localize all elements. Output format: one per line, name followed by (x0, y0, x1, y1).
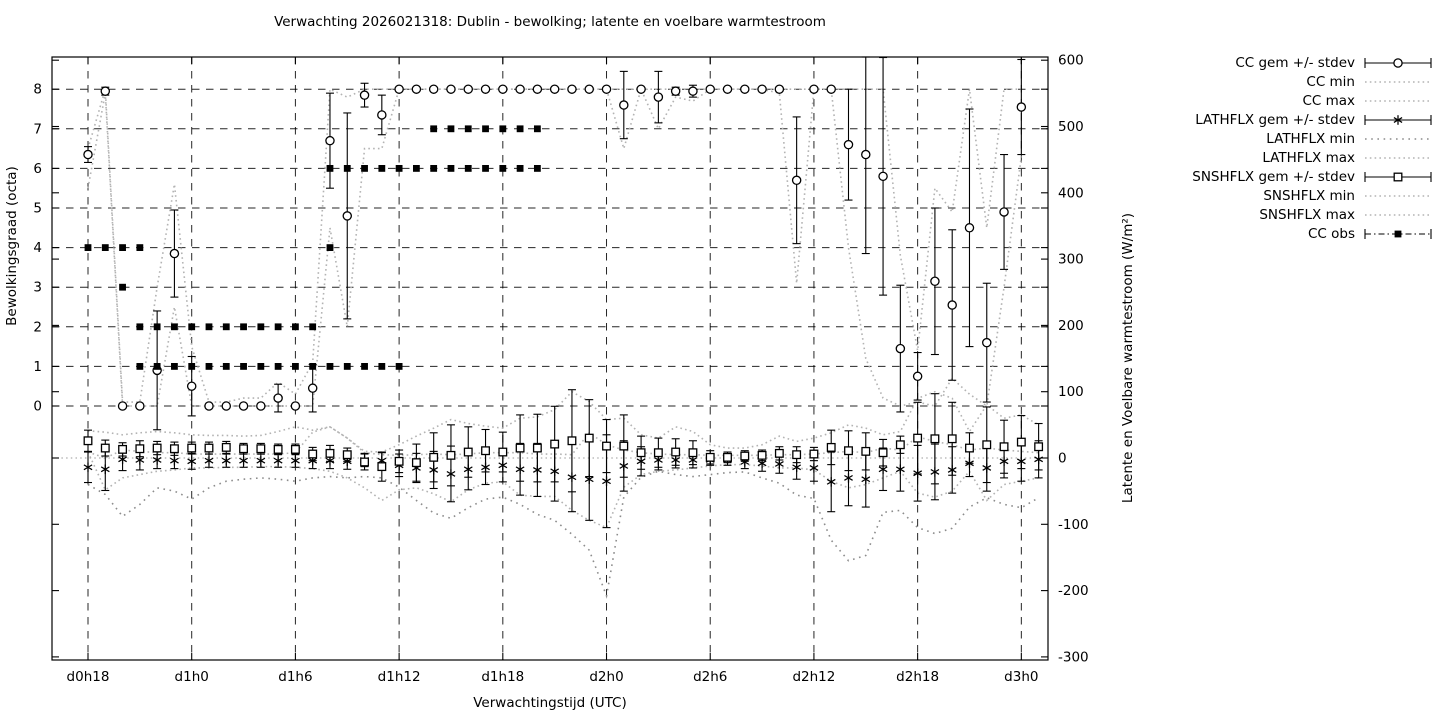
legend-item: LATHFLX min (1192, 129, 1434, 148)
legend-sample-dotted (1365, 194, 1431, 197)
legend-label: CC max (1302, 92, 1355, 109)
legend-label: LATHFLX max (1262, 149, 1355, 166)
y-left-tick-label: 3 (33, 280, 42, 296)
y-left-tick-label: 1 (33, 359, 42, 375)
y-right-tick-label: 200 (1058, 318, 1084, 334)
y-left-tick-label: 6 (33, 161, 42, 177)
y-left-axis-label: Bewolkingsgraad (octa) (4, 166, 20, 326)
legend-sample-errorbar-square (1364, 171, 1432, 182)
legend-sample-dotted (1365, 80, 1431, 83)
legend-item: CC obs (1192, 224, 1434, 243)
legend-label: CC obs (1307, 225, 1355, 242)
chart-legend: CC gem +/- stdev CC min CC max LATHFLX gem … (1192, 53, 1434, 243)
y-left-tick-label: 5 (33, 201, 42, 217)
x-axis-label: Verwachtingstijd (UTC) (473, 695, 627, 711)
y-right-tick-label: 600 (1058, 53, 1084, 69)
y-right-tick-label: 400 (1058, 185, 1084, 201)
legend-item: LATHFLX max (1192, 148, 1434, 167)
y-left-tick-label: 2 (33, 319, 42, 335)
x-tick-label: d1h0 (175, 669, 209, 685)
legend-item: LATHFLX gem +/- stdev (1192, 110, 1434, 129)
y-right-tick-label: -100 (1058, 517, 1089, 533)
y-right-tick-label: 100 (1058, 384, 1084, 400)
legend-sample-errorbar-circle (1364, 57, 1432, 68)
x-tick-label: d1h6 (278, 669, 312, 685)
legend-label: LATHFLX gem +/- stdev (1195, 111, 1355, 128)
x-tick-label: d2h0 (589, 669, 623, 685)
x-tick-label: d1h18 (481, 669, 524, 685)
legend-sample-dotted (1365, 99, 1431, 102)
y-right-tick-label: 500 (1058, 119, 1084, 135)
y-left-tick-label: 7 (33, 121, 42, 137)
x-tick-label: d2h12 (792, 669, 835, 685)
legend-item: CC min (1192, 72, 1434, 91)
y-right-tick-label: 300 (1058, 252, 1084, 268)
legend-label: LATHFLX min (1266, 130, 1355, 147)
y-right-tick-label: -200 (1058, 583, 1089, 599)
legend-label: SNSHFLX max (1259, 206, 1355, 223)
legend-sample-dotted-sparse (1365, 137, 1431, 140)
legend-item: SNSHFLX gem +/- stdev (1192, 167, 1434, 186)
y-right-tick-label: -300 (1058, 649, 1089, 665)
legend-label: CC min (1306, 73, 1355, 90)
y-right-tick-label: 0 (1058, 451, 1067, 467)
y-right-axis-label: Latente en Voelbare warmtestroom (W/m²) (1120, 212, 1136, 504)
x-tick-label: d3h0 (1004, 669, 1038, 685)
legend-label: SNSHFLX min (1263, 187, 1355, 204)
y-left-tick-label: 8 (33, 82, 42, 98)
x-tick-label: d1h12 (378, 669, 421, 685)
legend-item: CC gem +/- stdev (1192, 53, 1434, 72)
legend-label: CC gem +/- stdev (1235, 54, 1355, 71)
chart-title: Verwachting 2026021318: Dublin - bewolki… (274, 14, 826, 30)
legend-item: CC max (1192, 91, 1434, 110)
legend-sample-dotted (1365, 156, 1431, 159)
y-left-tick-label: 0 (33, 399, 42, 415)
x-tick-label: d0h18 (67, 669, 110, 685)
legend-label: SNSHFLX gem +/- stdev (1192, 168, 1355, 185)
legend-sample-obs-square (1364, 228, 1432, 239)
legend-sample-errorbar-asterisk (1364, 114, 1432, 125)
legend-item: SNSHFLX min (1192, 186, 1434, 205)
y-left-tick-label: 4 (33, 240, 42, 256)
legend-sample-dotted (1365, 213, 1431, 216)
x-tick-label: d2h6 (693, 669, 727, 685)
x-tick-label: d2h18 (896, 669, 939, 685)
legend-item: SNSHFLX max (1192, 205, 1434, 224)
